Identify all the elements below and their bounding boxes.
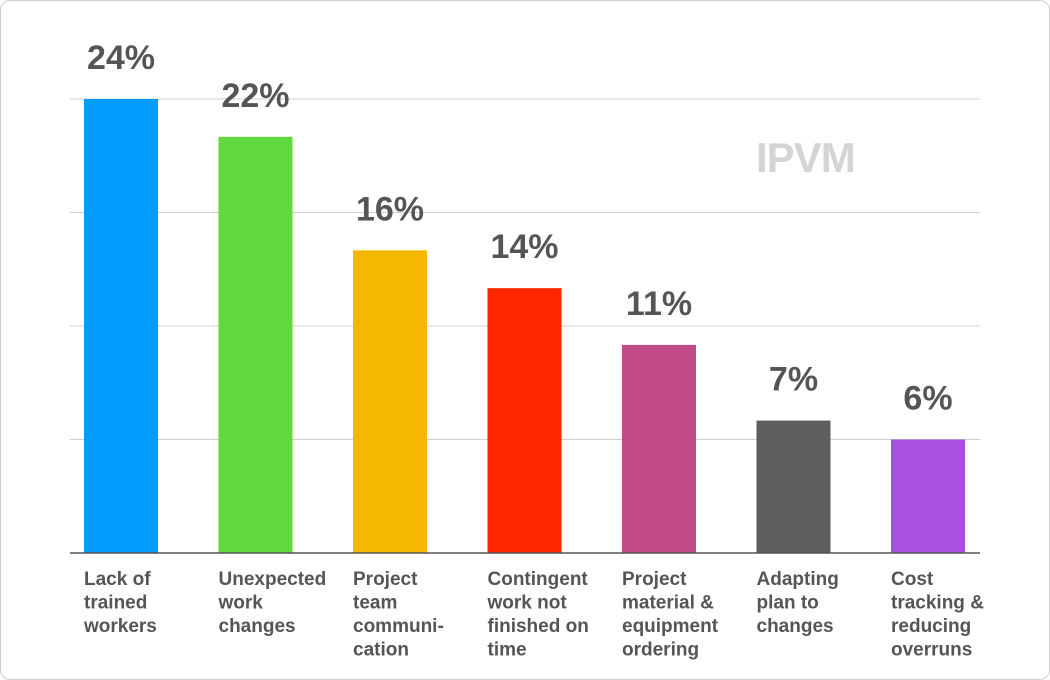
bar-6 [891, 439, 965, 553]
category-label-1: Unexpected work changes [218, 569, 327, 637]
category-label-3: Contingent work not finished on time [487, 569, 589, 661]
bar-4 [622, 344, 696, 553]
bar-value-label-0: 24% [87, 39, 155, 77]
category-label-5: Adapting plan to changes [757, 569, 839, 637]
bar-2 [353, 250, 427, 554]
category-label-4: Project material & equipment ordering [622, 569, 719, 661]
bar-value-label-6: 6% [903, 380, 952, 418]
bar-5 [756, 420, 831, 553]
category-label-6: Cost tracking & reducing overruns [891, 569, 984, 661]
bar-3 [487, 288, 562, 553]
category-label-0: Lack of trained workers [83, 569, 157, 637]
bar-value-label-1: 22% [221, 77, 289, 115]
bar-value-label-2: 16% [356, 190, 424, 228]
bar-value-label-3: 14% [490, 228, 558, 266]
bar-0 [84, 99, 158, 553]
category-label-2: Project team communi-cation [353, 569, 444, 661]
ipvm-watermark-logo: IPVM [756, 134, 856, 181]
bar-1 [218, 136, 293, 554]
bar-value-label-5: 7% [769, 361, 818, 399]
bar-value-label-4: 11% [626, 285, 692, 323]
